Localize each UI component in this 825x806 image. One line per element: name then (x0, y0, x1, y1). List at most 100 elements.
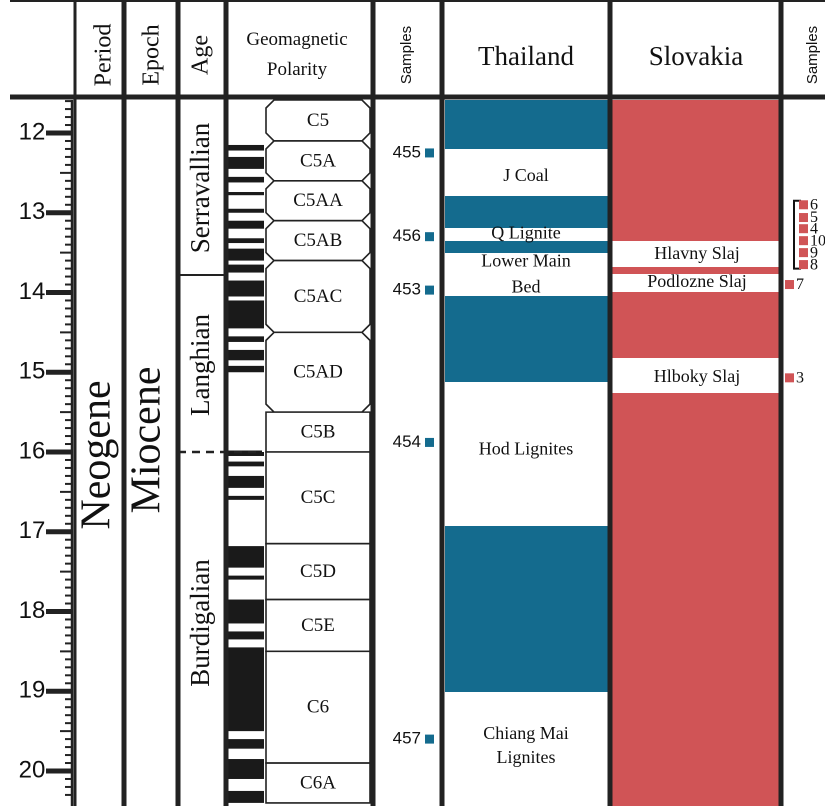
thailand-band (445, 100, 609, 149)
normal-polarity-band (228, 365, 264, 373)
normal-polarity-band (228, 176, 264, 183)
normal-polarity-band (228, 264, 264, 273)
normal-polarity-band (228, 475, 264, 488)
sample-marker (799, 248, 808, 258)
sample-marker (799, 236, 808, 246)
age-label-burdigalian: Burdigalian (185, 559, 215, 687)
normal-polarity-band (228, 349, 264, 361)
normal-polarity-band (228, 220, 264, 229)
sample-id-label: 457 (393, 729, 421, 748)
normal-polarity-band (228, 452, 264, 456)
scale-tick-label: 12 (19, 118, 46, 145)
sample-id-label: 9 (810, 244, 818, 261)
thailand-unit-label: Chiang Mai (483, 723, 569, 743)
normal-polarity-band (228, 336, 264, 342)
header-age: Age (188, 35, 214, 75)
normal-polarity-band (228, 248, 264, 261)
age-dividers (178, 274, 260, 454)
scale-tick-label: 14 (19, 278, 46, 305)
chron-label: C5AD (293, 362, 343, 383)
header-period: Period (91, 24, 117, 87)
slovakia-column (612, 100, 780, 806)
normal-polarity-band (228, 144, 264, 151)
slovakia-band (612, 241, 780, 267)
thailand-unit-label: Lignites (497, 747, 556, 767)
header-thailand: Thailand (478, 41, 574, 71)
sample-marker (425, 734, 434, 744)
normal-polarity-band (228, 192, 264, 196)
scale-tick-label: 16 (19, 437, 46, 464)
slovakia-unit-label: Hlavny Slaj (654, 243, 740, 263)
sample-marker (425, 285, 434, 295)
epoch-label: Miocene (124, 367, 170, 514)
normal-polarity-band (228, 156, 264, 169)
normal-polarity-band (228, 759, 264, 779)
chron-label: C6 (307, 697, 329, 718)
normal-polarity-band (228, 631, 264, 640)
sample-id-label: 453 (393, 280, 421, 299)
sample-marker (799, 213, 808, 223)
age-scale-axis: 12 13 14 15 16 17 18 19 20 (19, 100, 74, 806)
normal-polarity-band (228, 238, 264, 244)
age-label-langhian: Langhian (185, 314, 215, 416)
thailand-unit-label: Lower Main (481, 250, 570, 270)
header-polarity-line2: Polarity (267, 59, 328, 80)
chron-box (265, 99, 371, 142)
normal-polarity-band (228, 575, 264, 580)
column-dividers (73, 0, 784, 806)
chron-box (265, 180, 371, 222)
normal-polarity-band (228, 546, 264, 568)
sample-id-label: 4 (810, 220, 818, 237)
chron-label: C5B (301, 421, 336, 442)
normal-polarity-band (228, 208, 264, 213)
normal-polarity-band (228, 280, 264, 297)
thailand-unit-label: Q Lignite (491, 222, 561, 242)
sample-marker (785, 373, 794, 383)
thailand-unit-label: Hod Lignites (479, 439, 574, 459)
scale-tick-label: 17 (19, 517, 46, 544)
thailand-band (445, 296, 609, 382)
chron-label: C5AA (293, 190, 343, 211)
slovakia-band (612, 274, 780, 292)
scale-tick-label: 20 (19, 756, 46, 783)
thailand-band (445, 196, 609, 228)
normal-polarity-band (228, 599, 264, 624)
chron-label: C6A (300, 772, 336, 793)
normal-polarity-band (228, 739, 264, 749)
sample-marker (785, 280, 794, 290)
header-row: Period Epoch Age Geomagnetic Polarity Sa… (0, 0, 825, 100)
slovakia-unit-label: Hlboky Slaj (654, 366, 741, 386)
samples-left: 455 456 453 454 457 (393, 142, 434, 748)
thailand-band (445, 241, 609, 253)
chron-box (265, 140, 371, 182)
chron-box (265, 762, 371, 804)
sample-id-label: 3 (796, 370, 804, 387)
chron-box (265, 219, 371, 262)
age-label-serravallian: Serravallian (185, 122, 215, 253)
chron-label: C5AC (294, 286, 343, 307)
chron-label: C5A (300, 150, 336, 171)
sample-bracket (793, 199, 801, 270)
normal-polarity-band (228, 495, 264, 500)
sample-id-label: 6 (810, 196, 818, 213)
period-label: Neogene (74, 380, 120, 529)
header-epoch: Epoch (139, 24, 165, 85)
sample-marker (799, 260, 808, 270)
sample-id-label: 455 (393, 142, 421, 161)
sample-id-label: 5 (810, 209, 818, 226)
polarity-strip (228, 100, 264, 806)
sample-marker (425, 437, 434, 447)
normal-polarity-band (228, 647, 264, 732)
scale-tick-label: 18 (19, 597, 46, 624)
thailand-unit-label: J Coal (503, 165, 549, 185)
slovakia-unit-labels: Hlavny Slaj Podlozne Slaj Hlboky Slaj (647, 243, 747, 386)
header-samples-left: Samples (398, 26, 415, 84)
scale-tick-label: 15 (19, 358, 46, 385)
normal-polarity-band (228, 790, 264, 803)
sample-marker (425, 148, 434, 158)
header-slovakia: Slovakia (649, 41, 744, 71)
chron-label: C5AB (294, 230, 343, 251)
slovakia-band (612, 358, 780, 393)
